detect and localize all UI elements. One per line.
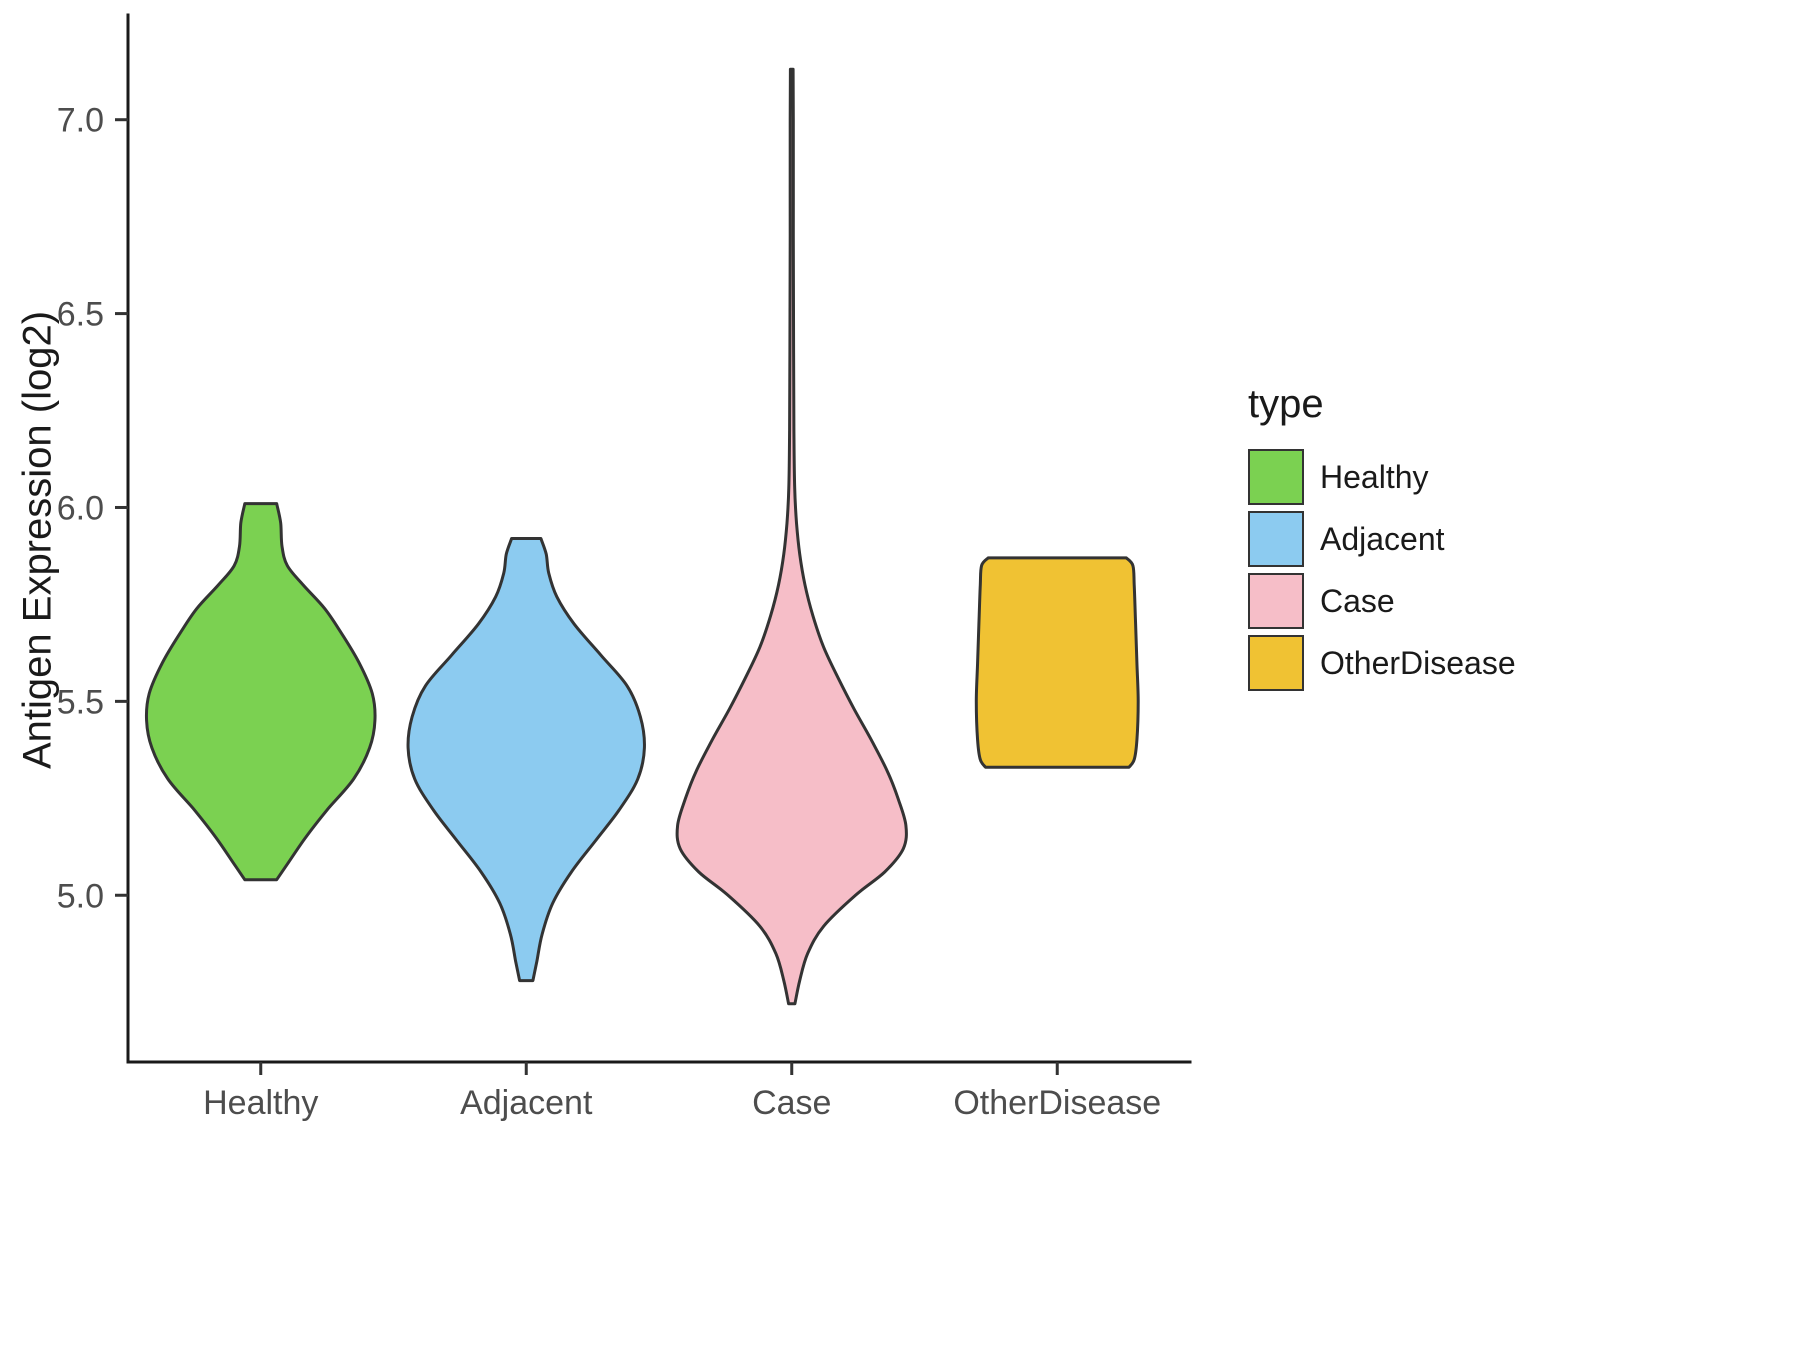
x-tick-label-adjacent: Adjacent <box>460 1084 593 1122</box>
y-tick-label: 6.0 <box>57 489 104 527</box>
legend-item-otherdisease: OtherDisease <box>1248 635 1516 691</box>
y-tick-label: 6.5 <box>57 296 104 334</box>
legend-item-healthy: Healthy <box>1248 449 1516 505</box>
x-tick-label-case: Case <box>752 1084 831 1122</box>
y-tick-label: 5.0 <box>57 877 104 915</box>
legend-title: type <box>1248 382 1324 426</box>
legend-swatch-case <box>1248 573 1304 629</box>
y-axis-title: Antigen Expression (log2) <box>15 310 60 770</box>
violin-case <box>675 67 908 1006</box>
violin-adjacent <box>406 537 646 983</box>
y-tick-label: 7.0 <box>57 102 104 140</box>
y-tick-label: 5.5 <box>57 683 104 721</box>
legend-swatch-healthy <box>1248 449 1304 505</box>
legend-label-healthy: Healthy <box>1320 458 1429 495</box>
legend-label-case: Case <box>1320 582 1395 619</box>
legend-swatch-otherdisease <box>1248 635 1304 691</box>
legend-label-adjacent: Adjacent <box>1320 520 1445 557</box>
legend-item-case: Case <box>1248 573 1516 629</box>
legend: type Healthy Adjacent Case OtherDisease <box>1248 382 1516 697</box>
x-tick-label-otherdisease: OtherDisease <box>953 1084 1161 1122</box>
legend-label-otherdisease: OtherDisease <box>1320 644 1516 681</box>
legend-swatch-adjacent <box>1248 511 1304 567</box>
x-tick-label-healthy: Healthy <box>203 1084 318 1122</box>
violin-healthy <box>144 502 377 882</box>
legend-item-adjacent: Adjacent <box>1248 511 1516 567</box>
violin-otherdisease <box>974 556 1140 769</box>
